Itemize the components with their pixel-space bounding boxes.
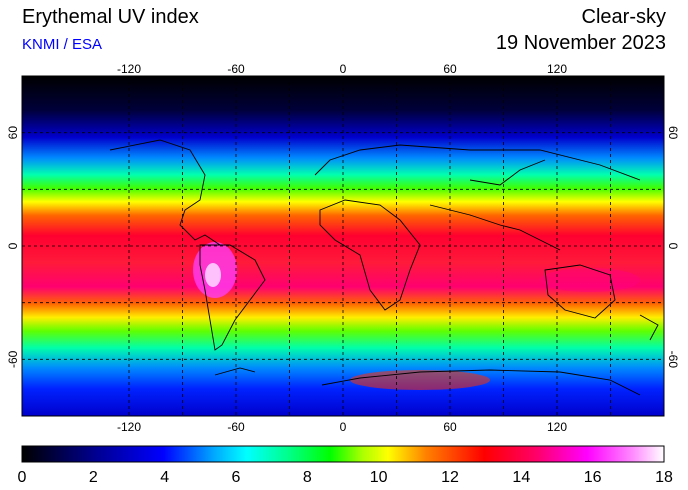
longitude-tick-label: -120 bbox=[117, 62, 141, 76]
scale-tick-label: 14 bbox=[512, 469, 530, 486]
map-date: 19 November 2023 bbox=[495, 32, 666, 54]
longitude-tick-label: 60 bbox=[443, 420, 457, 434]
latitude-labels-left: 60 0 -60 bbox=[6, 126, 20, 368]
color-scale-labels: 0 2 4 6 8 10 12 14 16 18 bbox=[18, 469, 673, 486]
longitude-labels-top: -120 -60 0 60 120 bbox=[117, 62, 567, 76]
sky-condition: Clear-sky bbox=[581, 6, 666, 28]
longitude-tick-label: -60 bbox=[227, 62, 245, 76]
map-frame bbox=[21, 75, 665, 417]
longitude-tick-label: 0 bbox=[340, 420, 347, 434]
coastlines bbox=[109, 139, 659, 396]
scale-tick-label: 4 bbox=[160, 469, 169, 486]
latitude-tick-label: -60 bbox=[666, 351, 680, 369]
latitude-tick-label: -60 bbox=[6, 350, 20, 368]
longitude-tick-label: 120 bbox=[547, 420, 567, 434]
scale-tick-label: 0 bbox=[18, 469, 27, 486]
latitude-tick-label: 60 bbox=[6, 126, 20, 140]
scale-tick-label: 10 bbox=[370, 469, 388, 486]
scale-tick-label: 6 bbox=[232, 469, 241, 486]
longitude-tick-label: -60 bbox=[227, 420, 245, 434]
latitude-tick-label: 60 bbox=[666, 126, 680, 140]
longitude-tick-label: 0 bbox=[340, 62, 347, 76]
scale-tick-label: 2 bbox=[89, 469, 98, 486]
latitude-tick-label: 0 bbox=[666, 243, 680, 250]
scale-tick-label: 12 bbox=[441, 469, 459, 486]
latitude-tick-label: 0 bbox=[6, 242, 20, 249]
uv-color-scale bbox=[21, 445, 665, 463]
latitude-labels-right: 60 0 -60 bbox=[666, 126, 680, 368]
scale-tick-label: 18 bbox=[655, 469, 673, 486]
longitude-tick-label: 60 bbox=[443, 62, 457, 76]
longitude-tick-label: 120 bbox=[547, 62, 567, 76]
graticule bbox=[22, 76, 664, 416]
map-title: Erythemal UV index bbox=[22, 6, 199, 28]
longitude-tick-label: -120 bbox=[117, 420, 141, 434]
scale-tick-label: 16 bbox=[584, 469, 602, 486]
longitude-labels-bottom: -120 -60 0 60 120 bbox=[117, 420, 567, 434]
scale-tick-label: 8 bbox=[303, 469, 312, 486]
data-source: KNMI / ESA bbox=[22, 36, 103, 53]
